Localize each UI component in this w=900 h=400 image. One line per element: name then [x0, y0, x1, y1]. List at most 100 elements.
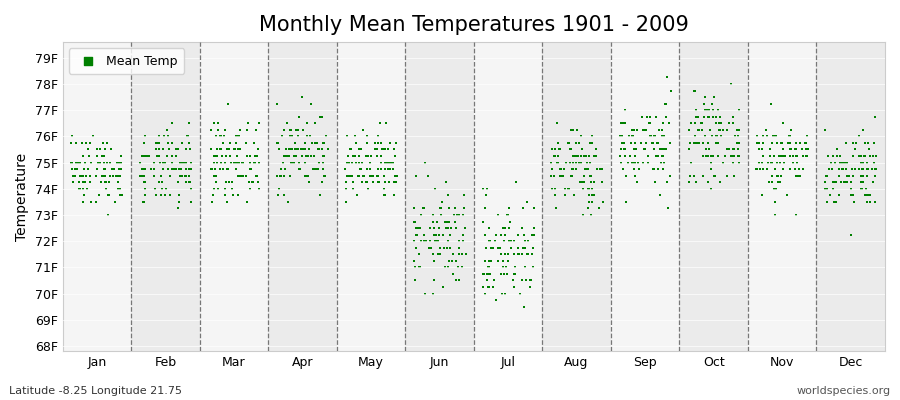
Point	[179, 133, 194, 140]
Point	[830, 153, 844, 159]
Point	[304, 153, 319, 159]
Point	[294, 94, 309, 100]
Point	[283, 172, 297, 179]
Point	[436, 284, 450, 290]
Point	[339, 159, 354, 166]
Point	[559, 159, 573, 166]
Point	[575, 146, 590, 153]
Point	[764, 100, 778, 107]
Point	[158, 159, 172, 166]
Point	[148, 140, 163, 146]
Point	[486, 284, 500, 290]
Point	[97, 166, 112, 172]
Point	[799, 140, 814, 146]
Point	[76, 140, 90, 146]
Point	[860, 186, 874, 192]
Point	[134, 172, 148, 179]
Point	[152, 146, 166, 153]
Point	[351, 172, 365, 179]
Point	[409, 231, 423, 238]
Point	[587, 153, 601, 159]
Point	[648, 133, 662, 140]
Point	[862, 199, 877, 205]
Point	[270, 140, 284, 146]
Point	[584, 172, 598, 179]
Point	[660, 179, 674, 186]
Point	[243, 186, 257, 192]
Point	[500, 258, 515, 264]
Point	[846, 192, 860, 198]
Point	[768, 212, 782, 218]
Point	[862, 146, 877, 153]
Point	[726, 146, 741, 153]
Point	[681, 179, 696, 186]
Point	[799, 153, 814, 159]
Point	[704, 166, 718, 172]
Point	[364, 172, 378, 179]
Bar	[473, 42, 543, 351]
Point	[849, 166, 863, 172]
Point	[108, 199, 122, 205]
Point	[526, 225, 541, 231]
Point	[114, 153, 129, 159]
Point	[215, 166, 230, 172]
Point	[730, 127, 744, 133]
Point	[249, 172, 264, 179]
Point	[562, 186, 577, 192]
Point	[769, 186, 783, 192]
Point	[562, 140, 576, 146]
Point	[83, 172, 97, 179]
Point	[168, 166, 183, 172]
Point	[243, 159, 257, 166]
Point	[655, 133, 670, 140]
Point	[218, 159, 232, 166]
Point	[169, 146, 184, 153]
Point	[519, 277, 534, 284]
Point	[854, 186, 868, 192]
Point	[410, 244, 424, 251]
Point	[284, 146, 298, 153]
Point	[657, 146, 671, 153]
Point	[368, 140, 382, 146]
Point	[429, 238, 444, 244]
Point	[517, 231, 531, 238]
Point	[94, 159, 108, 166]
Point	[423, 244, 437, 251]
Point	[136, 199, 150, 205]
Point	[657, 100, 671, 107]
Point	[506, 277, 520, 284]
Point	[488, 238, 502, 244]
Point	[374, 146, 389, 153]
Point	[252, 159, 266, 166]
Point	[94, 172, 109, 179]
Point	[554, 166, 569, 172]
Point	[713, 114, 727, 120]
Point	[860, 166, 875, 172]
Point	[592, 205, 607, 212]
Point	[752, 140, 766, 146]
Point	[547, 146, 562, 153]
Point	[220, 100, 235, 107]
Point	[312, 114, 327, 120]
Point	[725, 153, 740, 159]
Point	[223, 153, 238, 159]
Point	[595, 199, 609, 205]
Point	[106, 172, 121, 179]
Point	[81, 153, 95, 159]
Point	[365, 172, 380, 179]
Point	[183, 179, 197, 186]
Point	[430, 238, 445, 244]
Point	[854, 153, 868, 159]
Point	[733, 107, 747, 114]
Point	[86, 133, 100, 140]
Point	[639, 127, 653, 133]
Point	[176, 159, 191, 166]
Point	[233, 172, 248, 179]
Point	[700, 107, 715, 114]
Y-axis label: Temperature: Temperature	[15, 152, 29, 241]
Point	[297, 146, 311, 153]
Point	[346, 186, 361, 192]
Point	[789, 159, 804, 166]
Point	[577, 153, 591, 159]
Point	[301, 153, 315, 159]
